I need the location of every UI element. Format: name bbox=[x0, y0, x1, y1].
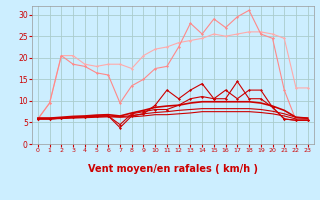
X-axis label: Vent moyen/en rafales ( km/h ): Vent moyen/en rafales ( km/h ) bbox=[88, 164, 258, 174]
